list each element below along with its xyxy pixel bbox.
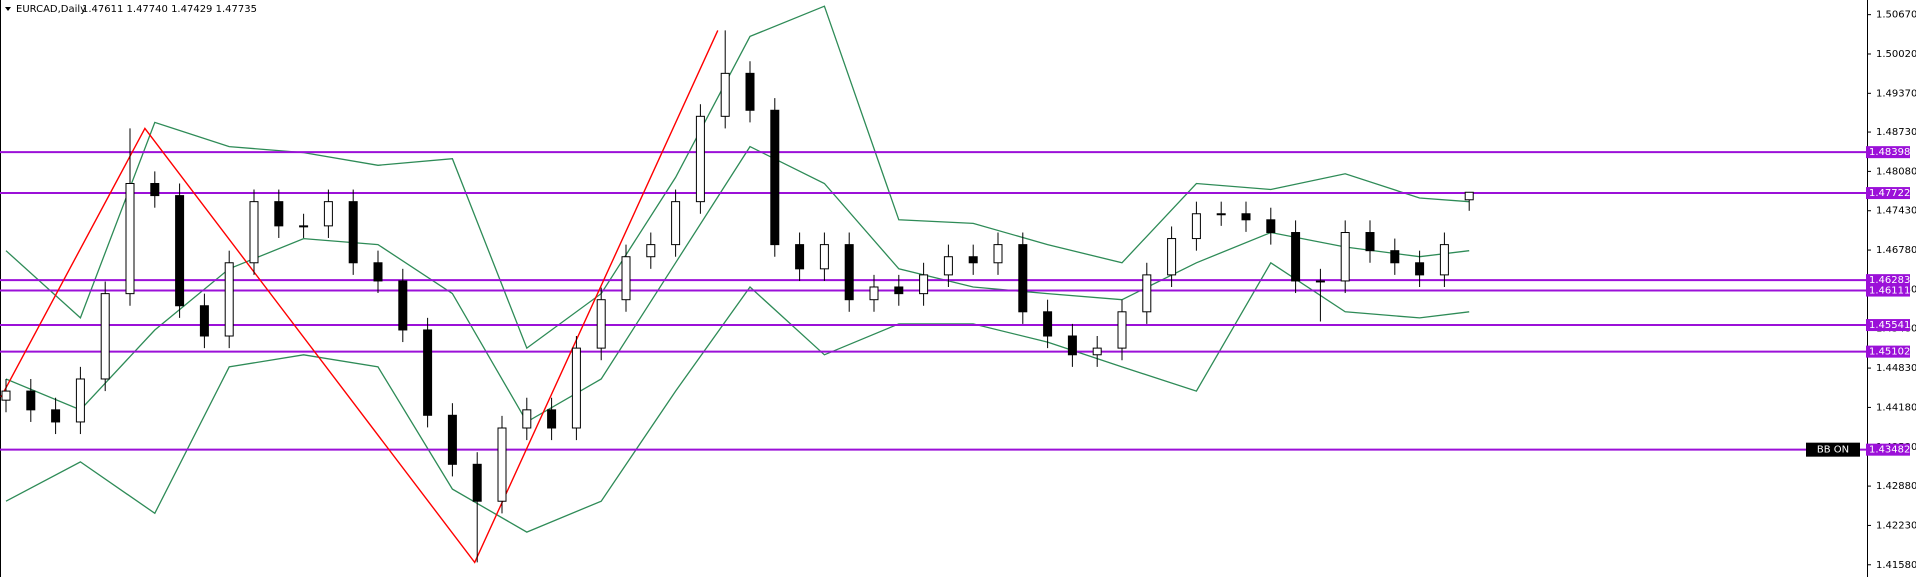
candle-body (646, 244, 656, 258)
quote: 1.47611 1.47740 1.47429 1.47735 (82, 4, 257, 15)
candle-body (348, 201, 358, 264)
candle-body (423, 329, 433, 416)
candle-body (125, 182, 135, 295)
level-label: 1.46283 (1869, 275, 1910, 286)
zigzag (0, 30, 719, 564)
candle-body (1266, 219, 1276, 234)
candle-body (175, 195, 185, 307)
candle-body (75, 378, 85, 423)
level-label: 1.45102 (1869, 347, 1910, 358)
candle-body (1216, 213, 1226, 216)
level-label: 1.43482 (1869, 445, 1910, 456)
candle-body (1167, 238, 1177, 276)
candle-body (993, 244, 1003, 264)
level-label-box (1866, 319, 1910, 332)
candle-body (1, 390, 11, 401)
candle-body (299, 225, 309, 228)
candle-body (1340, 232, 1350, 282)
y-tick-label: 1.47430 (1876, 206, 1916, 217)
candle-body (1043, 311, 1053, 337)
candle-body (1390, 250, 1400, 264)
candle-body (596, 299, 606, 349)
bollinger-lower (5, 261, 1470, 533)
candle-body (150, 182, 160, 197)
candle-body (1315, 280, 1325, 283)
y-tick-label: 1.48080 (1876, 166, 1916, 177)
level-label-box (1866, 274, 1910, 287)
candle-body (274, 201, 284, 227)
candle-body (199, 305, 209, 337)
candle-body (323, 201, 333, 227)
level-label-box (1866, 146, 1910, 159)
candle-body (571, 347, 581, 429)
bollinger-upper (5, 5, 1470, 350)
y-tick-label: 1.42880 (1876, 481, 1916, 492)
y-tick-label: 1.42230 (1876, 520, 1916, 531)
level-label: 1.45541 (1869, 320, 1910, 331)
candle-body (1142, 274, 1152, 313)
candle-body (720, 72, 730, 117)
y-tick-label: 1.44180 (1876, 402, 1916, 413)
candle-body (968, 256, 978, 264)
level-label-box (1866, 284, 1910, 297)
level-label-box (1866, 187, 1910, 200)
candle-body (1018, 244, 1028, 313)
annotation-box (1806, 442, 1860, 457)
candle-body (522, 409, 532, 429)
candle-body (1365, 232, 1375, 252)
candle-body (795, 244, 805, 270)
candle-body (671, 201, 681, 246)
candle-body (695, 115, 705, 203)
candle-body (894, 286, 904, 295)
candle-body (547, 409, 557, 429)
symbol-title: EURCAD,Daily (16, 4, 86, 15)
candle-body (1241, 213, 1251, 221)
candle-body (1092, 347, 1102, 356)
y-tick-label: 1.50670 (1876, 10, 1916, 21)
candle-body (398, 280, 408, 331)
candle-body (770, 109, 780, 246)
level-label: 1.47722 (1869, 188, 1910, 199)
candle-body (224, 262, 234, 337)
candle-body (472, 463, 482, 502)
level-label: 1.46111 (1869, 286, 1910, 297)
candle-body (26, 390, 36, 411)
candle-body (869, 286, 879, 301)
candle-body (621, 256, 631, 301)
level-label-box (1866, 443, 1910, 456)
candle-body (943, 256, 953, 276)
candle-body (844, 244, 854, 301)
candle-body (745, 72, 755, 111)
candle-body (1291, 232, 1301, 282)
candle-body (1191, 213, 1201, 240)
candle-body (373, 262, 383, 282)
candle-body (1464, 191, 1474, 201)
candle-body (1067, 335, 1077, 356)
candle-body (249, 201, 259, 264)
candle-body (1117, 311, 1127, 349)
y-tick-label: 1.41580 (1876, 560, 1916, 571)
candle-body (819, 244, 829, 270)
annotation: BB ON (1817, 445, 1849, 456)
y-tick-label: 1.50020 (1876, 49, 1916, 60)
y-tick-label: 1.49370 (1876, 88, 1916, 99)
candle-body (447, 414, 457, 465)
candle-body (1415, 262, 1425, 276)
candle-body (100, 293, 110, 380)
y-tick-label: 1.44830 (1876, 363, 1916, 374)
candle-body (1439, 244, 1449, 276)
candle-body (497, 427, 507, 502)
candle-body (919, 274, 929, 295)
y-tick-label: 1.46780 (1876, 245, 1916, 256)
y-tick-label: 1.48730 (1876, 127, 1916, 138)
candle-body (51, 409, 61, 423)
level-label: 1.48398 (1869, 147, 1910, 158)
menu-arrow[interactable] (5, 7, 11, 11)
level-label-box (1866, 345, 1910, 358)
